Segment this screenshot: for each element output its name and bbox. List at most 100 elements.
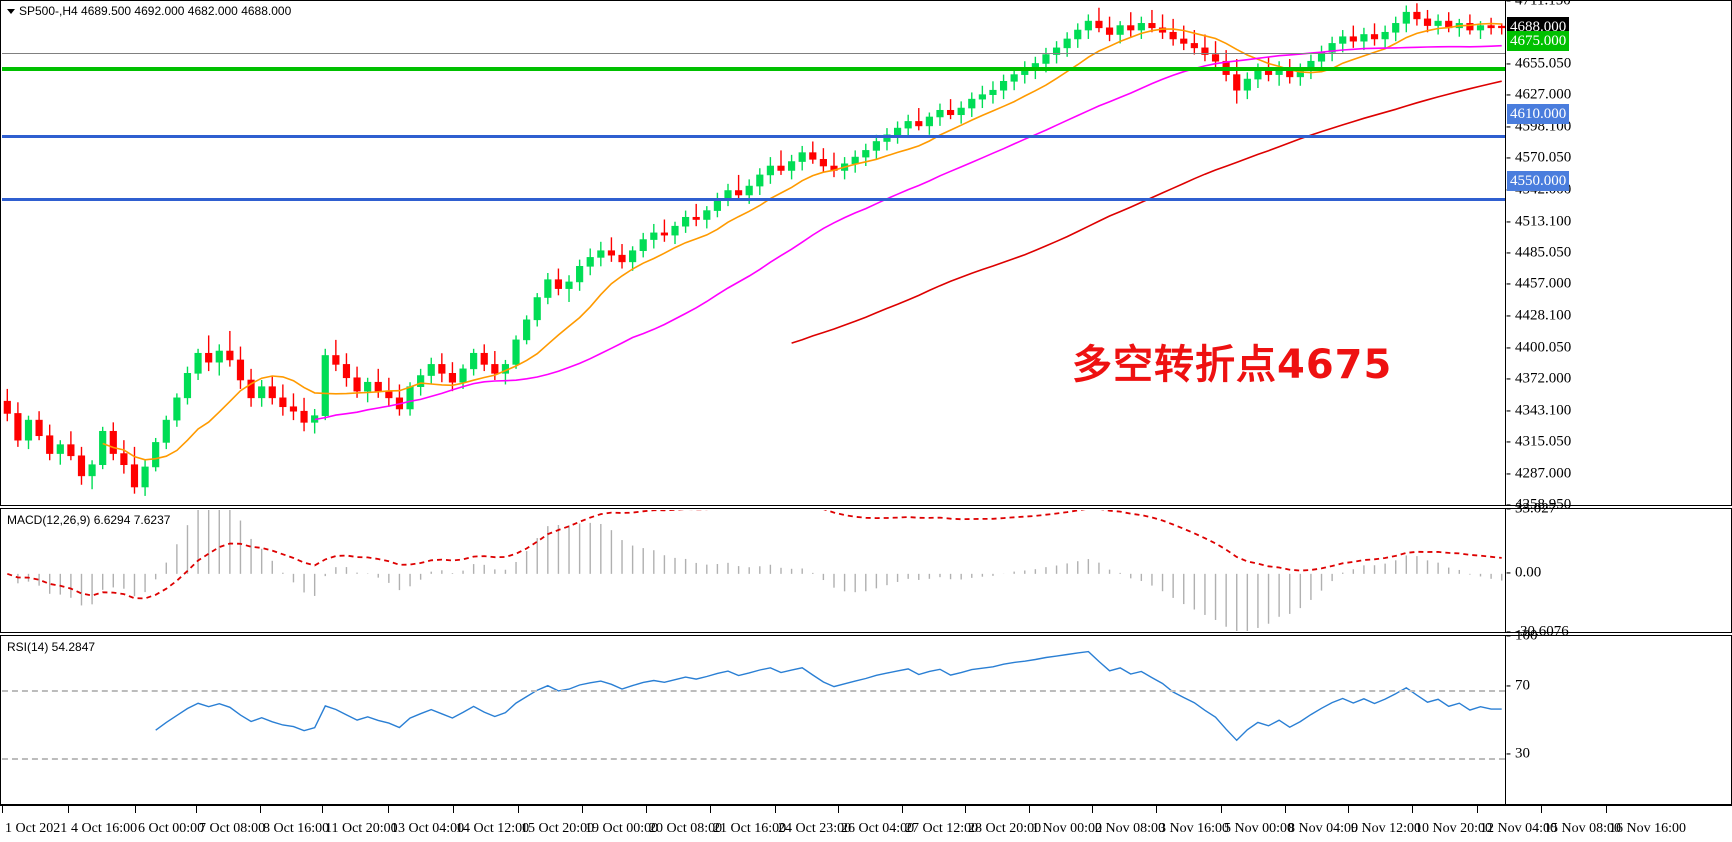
- time-axis-label: 2 Nov 08:00: [1095, 821, 1165, 836]
- rsi-axis[interactable]: -100 -70 -30: [1505, 628, 1731, 804]
- ma-fast-line: [102, 22, 1502, 461]
- time-tick-15: [965, 806, 966, 813]
- price-tick-4400-050: -4400.050: [1506, 339, 1572, 356]
- symbol-header-text: SP500-,H4 4689.500 4692.000 4682.000 468…: [19, 4, 292, 18]
- time-axis-label: 7 Oct 08:00: [199, 821, 266, 836]
- time-axis-label: 16 Nov 16:00: [1609, 821, 1686, 836]
- rsi-svg: [155, 650, 1502, 742]
- time-axis-label: 21 Oct 16:00: [713, 821, 787, 836]
- price-tick-4570-050: -4570.050: [1506, 149, 1572, 166]
- time-tick-7: [453, 806, 454, 813]
- price-chart-pane[interactable]: SP500-,H4 4689.500 4692.000 4682.000 468…: [0, 0, 1732, 513]
- price-tick-4485-050: -4485.050: [1506, 244, 1572, 261]
- time-tick-0: [2, 806, 3, 813]
- price-tick-4315-050: -4315.050: [1506, 433, 1572, 450]
- price-tick-4655-050: -4655.050: [1506, 55, 1572, 72]
- price-tick-4287-000: -4287.000: [1506, 465, 1572, 482]
- price-plot-area[interactable]: 多空转折点4675: [2, 2, 1505, 504]
- time-axis-label: 27 Oct 12:00: [905, 821, 979, 836]
- price-level-tag-4610-000[interactable]: 4610.000: [1507, 103, 1570, 124]
- time-tick-16: [1029, 806, 1030, 813]
- price-tick-4372-000: -4372.000: [1506, 370, 1572, 387]
- rsi-level-30-line: [2, 758, 1505, 760]
- time-tick-6: [388, 806, 389, 813]
- time-axis-label: 9 Nov 12:00: [1351, 821, 1421, 836]
- time-tick-14: [902, 806, 903, 813]
- macd-plot-area[interactable]: [2, 510, 1505, 631]
- time-axis-label: 15 Oct 20:00: [521, 821, 595, 836]
- time-axis-label: 1 Nov 00:00: [1032, 821, 1102, 836]
- time-tick-9: [582, 806, 583, 813]
- macd-pane[interactable]: MACD(12,26,9) 6.6294 7.6237 -33.027 -0.00…: [0, 501, 1732, 640]
- time-tick-22: [1412, 806, 1413, 813]
- chevron-down-icon[interactable]: [7, 9, 15, 15]
- time-tick-20: [1285, 806, 1286, 813]
- time-tick-2: [135, 806, 136, 813]
- time-tick-24: [1541, 806, 1542, 813]
- macd-signal-line: [7, 510, 1502, 600]
- price-level-tag-4550-000[interactable]: 4550.000: [1507, 170, 1570, 191]
- time-axis-label: 8 Nov 04:00: [1288, 821, 1358, 836]
- macd-axis[interactable]: -33.027-0.00- -30.6076: [1505, 501, 1731, 640]
- level-line-4550: [2, 198, 1505, 201]
- time-axis-label: 11 Oct 20:00: [325, 821, 398, 836]
- rsi-pane[interactable]: RSI(14) 54.2847 -100 -70 -30: [0, 628, 1732, 805]
- time-tick-19: [1221, 806, 1222, 813]
- price-candlestick-svg: [3, 3, 1505, 496]
- chart-annotation-text: 多空转折点4675: [1072, 342, 1393, 388]
- time-axis-label: 8 Oct 16:00: [263, 821, 330, 836]
- rsi-tick-100: -100: [1506, 627, 1538, 644]
- time-axis-label: 14 Oct 12:00: [456, 821, 530, 836]
- time-axis-label: 15 Nov 08:00: [1544, 821, 1621, 836]
- time-tick-12: [775, 806, 776, 813]
- ma-slow-line: [791, 80, 1502, 344]
- time-tick-13: [838, 806, 839, 813]
- rsi-header: RSI(14) 54.2847: [7, 640, 96, 654]
- time-axis-label: 28 Oct 20:00: [968, 821, 1042, 836]
- time-tick-10: [646, 806, 647, 813]
- level-line-4610: [2, 135, 1505, 138]
- level-line-4675: [2, 67, 1505, 71]
- price-tick-4428-100: -4428.100: [1506, 307, 1572, 324]
- rsi-tick-30: -30: [1506, 745, 1530, 762]
- level-line-4688: [2, 53, 1505, 54]
- price-tick-4513-100: -4513.100: [1506, 213, 1572, 230]
- time-axis-label: 6 Oct 00:00: [138, 821, 205, 836]
- macd-svg: [7, 510, 1503, 631]
- time-tick-4: [260, 806, 261, 813]
- macd-tick-0: -33.027: [1506, 500, 1557, 517]
- time-tick-8: [518, 806, 519, 813]
- time-axis-label: 12 Nov 04:00: [1480, 821, 1557, 836]
- time-axis[interactable]: 1 Oct 2021 4 Oct 16:00 6 Oct 00:00 7 Oct 08…: [0, 805, 1732, 842]
- time-axis-label: 13 Oct 04:00: [391, 821, 465, 836]
- price-tick-4627-000: -4627.000: [1506, 86, 1572, 103]
- time-tick-3: [196, 806, 197, 813]
- time-tick-11: [710, 806, 711, 813]
- symbol-header[interactable]: SP500-,H4 4689.500 4692.000 4682.000 468…: [7, 4, 291, 18]
- time-axis-label: 5 Nov 00:00: [1224, 821, 1294, 836]
- price-tick-4711-150: -4711.150: [1506, 0, 1571, 9]
- time-axis-label: 10 Nov 20:00: [1415, 821, 1492, 836]
- time-tick-18: [1156, 806, 1157, 813]
- price-level-tag-4675-000[interactable]: 4675.000: [1507, 31, 1570, 52]
- time-axis-label: 3 Nov 16:00: [1159, 821, 1229, 836]
- time-tick-21: [1348, 806, 1349, 813]
- macd-tick-1: -0.00: [1506, 564, 1542, 581]
- macd-header: MACD(12,26,9) 6.6294 7.6237: [7, 513, 171, 527]
- time-axis-label: 24 Oct 23:00: [778, 821, 852, 836]
- price-tick-4343-100: -4343.100: [1506, 402, 1572, 419]
- rsi-line: [155, 650, 1502, 742]
- time-axis-label: 20 Oct 08:00: [649, 821, 723, 836]
- rsi-plot-area[interactable]: [2, 637, 1505, 803]
- time-tick-1: [68, 806, 69, 813]
- time-tick-5: [322, 806, 323, 813]
- price-axis[interactable]: -4711.150 4688.000 4675.000-4655.050-4627.…: [1505, 0, 1731, 513]
- rsi-level-70-line: [2, 690, 1505, 692]
- price-tick-4457-000: -4457.000: [1506, 275, 1572, 292]
- time-axis-label: 26 Oct 04:00: [841, 821, 915, 836]
- time-axis-label: 1 Oct 2021: [5, 821, 68, 836]
- time-tick-23: [1477, 806, 1478, 813]
- time-tick-17: [1092, 806, 1093, 813]
- time-axis-label: 19 Oct 00:00: [585, 821, 659, 836]
